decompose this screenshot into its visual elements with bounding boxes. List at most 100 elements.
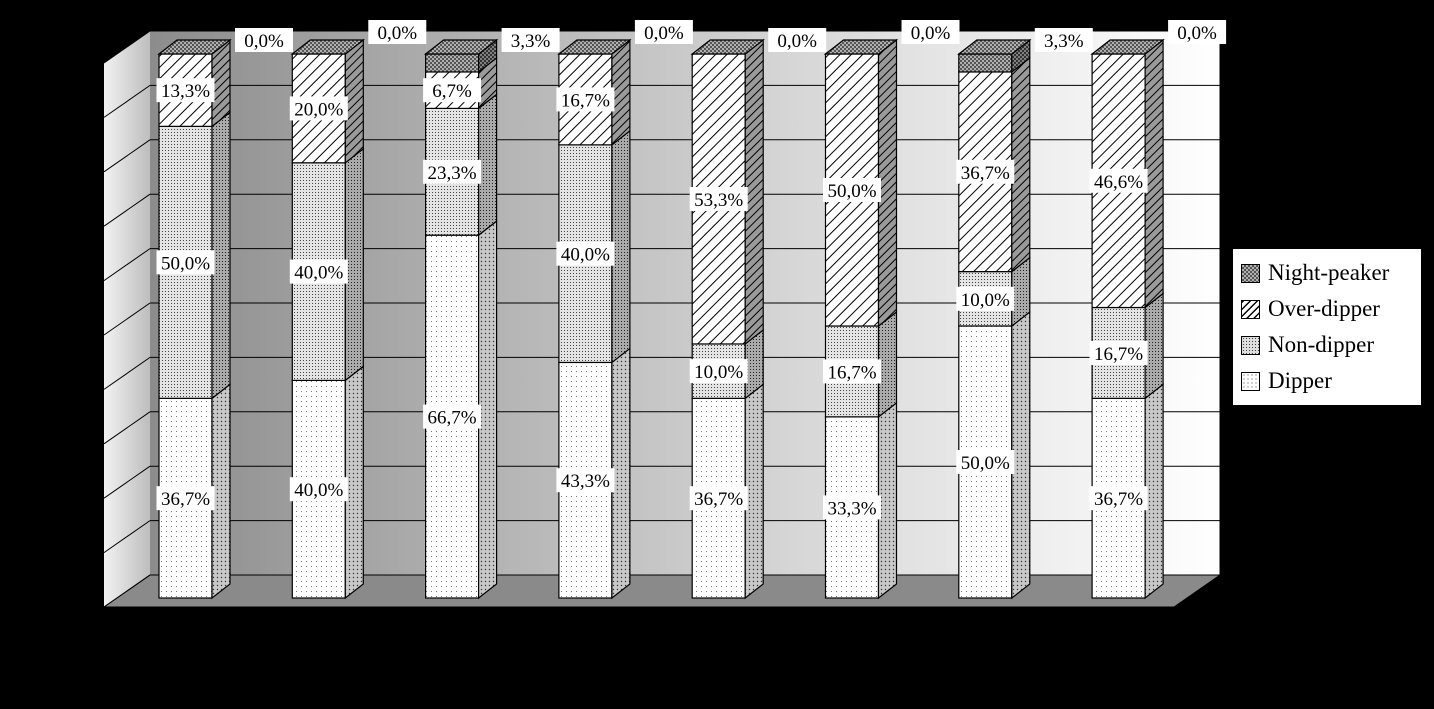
bar-stack <box>423 38 499 600</box>
bar-side-dipper <box>211 383 231 600</box>
data-label-box <box>1089 486 1148 511</box>
data-label: 10,0% <box>956 286 1015 311</box>
data-label: 10,0% <box>689 359 748 384</box>
bar-side-non-dipper <box>611 129 631 364</box>
data-label-box <box>156 250 215 275</box>
data-label-box <box>1034 28 1093 52</box>
data-label-box <box>823 178 881 202</box>
y-tick-label: 10% <box>76 546 100 561</box>
chart-floor <box>102 574 1222 608</box>
data-label-text: 66,7% <box>428 408 477 429</box>
bar-side-over-dipper <box>744 38 764 346</box>
gridline-side <box>103 193 151 227</box>
y-tick-labels: 0% 10% 20% 30% 40% 50% 60% 70% 80% 90% 100% <box>70 56 101 615</box>
data-label-box <box>1089 340 1148 365</box>
data-label: 16,7% <box>1089 340 1148 365</box>
data-label-box <box>956 450 1015 474</box>
data-label: 6,7% <box>423 78 482 103</box>
legend-label-over-dipper: Over-dipper <box>1268 296 1380 321</box>
gridline-side <box>103 248 151 282</box>
bar-stack <box>957 38 1032 600</box>
data-label-text: 46,6% <box>1094 172 1143 193</box>
data-label: 16,7% <box>556 87 615 112</box>
bar-top <box>690 39 765 55</box>
legend: Night-peaker Over-dipper Non-dipper Dipp… <box>1232 248 1422 406</box>
bar-side-dipper <box>1011 310 1031 600</box>
legend-item: Dipper <box>1241 363 1421 399</box>
data-label: 40,0% <box>289 477 348 502</box>
data-label-text: 10,0% <box>961 290 1010 311</box>
data-label-text: 53,3% <box>694 190 743 211</box>
y-tick-label: 100% <box>70 56 101 71</box>
data-label-text: 0,0% <box>911 23 951 44</box>
data-label: 16,7% <box>823 359 881 384</box>
data-label-text: 40,0% <box>561 245 610 266</box>
data-label-box <box>156 78 215 103</box>
bar-side-over-dipper <box>1011 56 1031 273</box>
y-tick-label: 0% <box>83 600 101 615</box>
data-label-box <box>156 486 215 511</box>
data-label: 20,0% <box>289 96 348 121</box>
bar-side-non-dipper <box>211 111 231 400</box>
data-label-text: 36,7% <box>694 489 743 510</box>
y-tick-label: 50% <box>76 328 100 343</box>
data-label: 0,0% <box>901 20 960 44</box>
bar-side-over-dipper <box>344 38 364 165</box>
data-label-box <box>289 477 348 502</box>
bar-side-dipper <box>744 383 764 600</box>
data-label-text: 40,0% <box>294 263 343 284</box>
gridline-side <box>103 139 151 173</box>
data-label: 0,0% <box>634 20 693 44</box>
legend-item: Over-dipper <box>1241 291 1421 327</box>
data-label-box <box>823 359 881 384</box>
data-label: 36,7% <box>956 159 1015 184</box>
data-label: 66,7% <box>423 404 482 429</box>
data-label-text: 33,3% <box>827 498 876 519</box>
data-label-box <box>689 186 748 211</box>
gridline-side <box>103 302 151 336</box>
gridline-side <box>103 411 151 445</box>
bar-stack <box>690 38 765 600</box>
y-tick-label: 90% <box>76 110 100 125</box>
legend-swatch-night-peaker <box>1241 263 1260 283</box>
data-label-text: 0,0% <box>378 23 418 44</box>
bar-side-over-dipper <box>1144 38 1164 309</box>
data-label: 3,3% <box>501 28 560 52</box>
bar-side-non-dipper <box>1144 292 1164 400</box>
data-label-box <box>556 87 615 112</box>
data-label: 13,3% <box>156 78 215 103</box>
data-label-text: 16,7% <box>827 362 876 383</box>
data-label-box <box>423 159 482 184</box>
data-label: 40,0% <box>556 241 615 266</box>
data-label: 53,3% <box>689 186 748 211</box>
data-label-box <box>689 486 748 511</box>
y-tick-label: 40% <box>76 382 100 397</box>
data-label-box <box>1089 168 1148 193</box>
bar-side-dipper <box>1144 383 1164 600</box>
data-label: 3,3% <box>1034 28 1093 52</box>
y-tick-label: 80% <box>76 165 100 180</box>
data-label-text: 36,7% <box>1094 489 1143 510</box>
data-label: 33,3% <box>823 495 881 520</box>
bar-side-non-dipper <box>478 93 498 237</box>
data-label-text: 0,0% <box>1177 23 1217 44</box>
data-label-box <box>689 359 748 384</box>
gridline-side <box>103 30 151 64</box>
data-label-text: 40,0% <box>294 480 343 501</box>
data-label-text: 23,3% <box>428 163 477 184</box>
data-label-box <box>423 404 482 429</box>
data-label-box <box>901 20 960 44</box>
gridline-side <box>103 356 151 390</box>
data-label: 50,0% <box>156 250 215 275</box>
bar-side-over-dipper <box>211 38 231 128</box>
data-label-box <box>768 28 827 52</box>
gridline-side <box>103 574 151 608</box>
data-label-text: 36,7% <box>961 163 1010 184</box>
bar-top <box>557 39 632 55</box>
bar-side-non-dipper <box>877 310 898 419</box>
data-label-box <box>501 28 560 52</box>
data-label-box <box>368 20 427 44</box>
data-label-text: 3,3% <box>1044 31 1084 52</box>
bar-night-peaker <box>425 53 480 73</box>
data-label-text: 3,3% <box>511 31 551 52</box>
